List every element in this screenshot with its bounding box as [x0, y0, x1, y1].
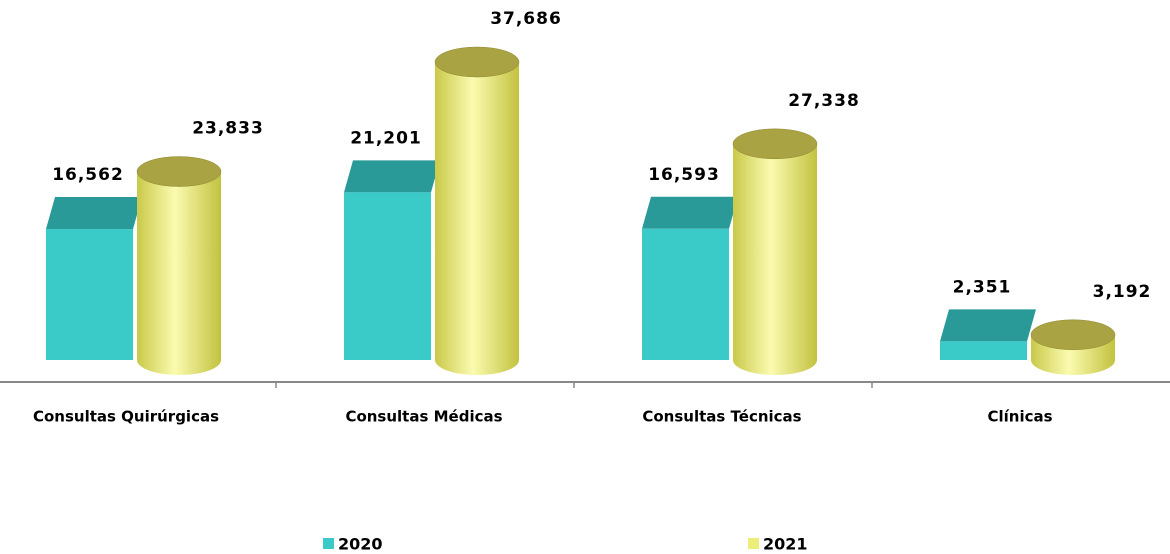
- bar: [46, 229, 133, 360]
- legend-swatch: [748, 538, 759, 549]
- value-label: 37,686: [490, 9, 562, 29]
- x-tick-label: Consultas Técnicas: [642, 408, 801, 426]
- cylinder-top: [434, 46, 520, 78]
- axis-ticks: [275, 382, 873, 388]
- bar-top: [940, 309, 1036, 342]
- legend-label: 2021: [763, 535, 808, 554]
- value-label: 27,338: [788, 91, 860, 111]
- cylinder: [733, 143, 817, 375]
- bar-top: [642, 196, 738, 229]
- cylinder-top: [136, 156, 222, 187]
- x-tick-label: Clínicas: [987, 408, 1052, 426]
- value-label: 16,562: [52, 165, 124, 185]
- value-label: 3,192: [1093, 282, 1152, 302]
- bar-top: [344, 160, 440, 193]
- bar: [344, 192, 431, 360]
- legend-swatch: [323, 538, 334, 549]
- bar: [940, 341, 1027, 360]
- cylinder-top: [1030, 319, 1116, 351]
- bar-top: [46, 197, 142, 230]
- value-label: 16,593: [648, 165, 720, 185]
- value-label: 23,833: [192, 119, 264, 139]
- x-tick-label: Consultas Quirúrgicas: [33, 408, 219, 426]
- legend-label: 2020: [338, 535, 383, 554]
- cylinder-top: [732, 128, 818, 160]
- cylinder: [435, 62, 519, 375]
- cylinder: [137, 171, 221, 375]
- value-label: 21,201: [350, 128, 422, 148]
- bar: [642, 228, 729, 360]
- value-label: 2,351: [953, 277, 1012, 297]
- x-tick-label: Consultas Médicas: [345, 408, 502, 426]
